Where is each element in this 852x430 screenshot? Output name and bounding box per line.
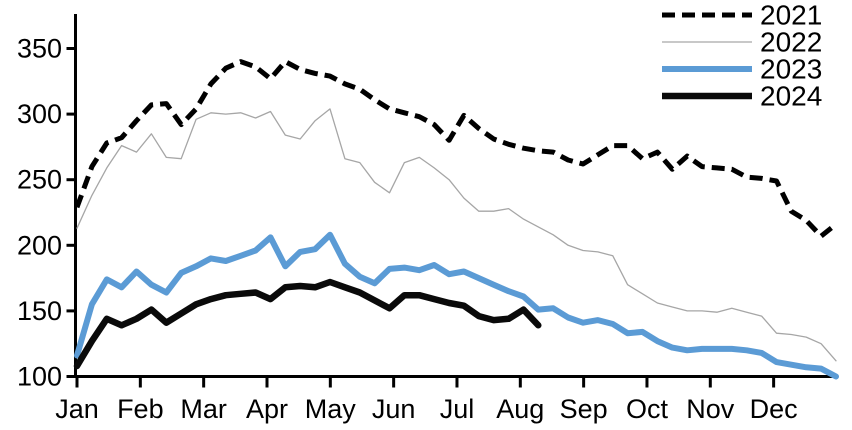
x-tick-label-apr: Apr bbox=[246, 394, 288, 424]
x-tick-label-aug: Aug bbox=[496, 394, 544, 424]
y-tick-label: 200 bbox=[17, 230, 62, 260]
legend-label-2023: 2023 bbox=[760, 54, 822, 85]
x-tick-label-oct: Oct bbox=[626, 394, 669, 424]
x-tick-label-feb: Feb bbox=[117, 394, 164, 424]
x-tick-label-jan: Jan bbox=[55, 394, 99, 424]
legend-label-2022: 2022 bbox=[760, 27, 822, 58]
legend-label-2024: 2024 bbox=[760, 81, 822, 112]
series-line-2022 bbox=[76, 108, 837, 362]
x-tick-label-jun: Jun bbox=[372, 394, 416, 424]
x-tick-label-dec: Dec bbox=[750, 394, 798, 424]
series-line-2023 bbox=[74, 231, 839, 380]
x-tick-label-nov: Nov bbox=[686, 394, 735, 424]
x-tick-label-jul: Jul bbox=[440, 394, 475, 424]
legend-label-2021: 2021 bbox=[760, 0, 822, 31]
series-line-2021 bbox=[74, 59, 838, 239]
y-tick-label: 300 bbox=[17, 99, 62, 129]
y-tick-label: 150 bbox=[17, 296, 62, 326]
x-tick-label-mar: Mar bbox=[180, 394, 227, 424]
x-tick-label-may: May bbox=[305, 394, 357, 424]
x-tick-label-sep: Sep bbox=[560, 394, 608, 424]
y-tick-label: 350 bbox=[17, 34, 62, 64]
y-tick-label: 250 bbox=[17, 165, 62, 195]
y-tick-label: 100 bbox=[17, 362, 62, 392]
series-line-2024 bbox=[73, 278, 542, 370]
